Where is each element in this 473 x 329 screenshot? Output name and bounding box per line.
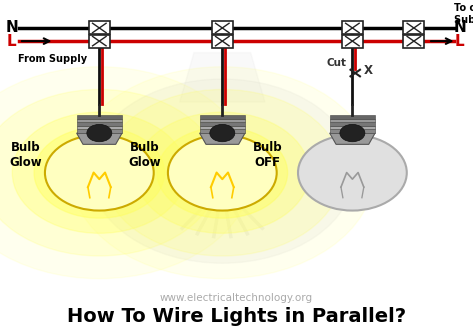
Bar <box>200 130 245 133</box>
Circle shape <box>157 127 288 218</box>
Bar <box>342 35 363 48</box>
Bar <box>212 35 233 48</box>
Circle shape <box>135 112 309 233</box>
Text: Bulb
Glow: Bulb Glow <box>128 140 160 169</box>
Text: To other
Sub Circuits: To other Sub Circuits <box>454 3 473 25</box>
Circle shape <box>70 67 375 279</box>
Bar <box>200 115 245 119</box>
Circle shape <box>0 67 252 279</box>
Text: L: L <box>455 34 464 49</box>
Bar <box>403 21 424 35</box>
Bar <box>77 126 122 130</box>
Bar <box>89 21 110 35</box>
Circle shape <box>87 124 112 142</box>
Text: L: L <box>7 34 17 49</box>
Bar <box>330 115 375 119</box>
Text: From Supply: From Supply <box>18 54 87 64</box>
Polygon shape <box>77 133 122 144</box>
Polygon shape <box>200 133 245 144</box>
Bar <box>330 130 375 133</box>
Circle shape <box>168 135 277 211</box>
Circle shape <box>340 124 365 142</box>
Bar <box>77 130 122 133</box>
Bar <box>330 122 375 126</box>
Circle shape <box>45 135 154 211</box>
Bar <box>342 21 363 35</box>
Circle shape <box>0 89 219 256</box>
Text: N: N <box>6 20 18 36</box>
Bar <box>200 119 245 122</box>
Circle shape <box>90 79 355 263</box>
Text: Cut: Cut <box>327 58 347 68</box>
Bar <box>77 115 122 119</box>
Bar <box>77 122 122 126</box>
Bar <box>212 21 233 35</box>
Bar <box>403 35 424 48</box>
Circle shape <box>103 89 342 256</box>
Bar <box>89 35 110 48</box>
Bar <box>200 126 245 130</box>
Polygon shape <box>330 133 375 144</box>
Circle shape <box>34 127 165 218</box>
Bar <box>200 122 245 126</box>
Text: X: X <box>364 64 373 77</box>
Text: Bulb
OFF: Bulb OFF <box>253 140 282 169</box>
Bar <box>330 126 375 130</box>
Bar <box>330 119 375 122</box>
Bar <box>77 119 122 122</box>
Polygon shape <box>180 53 265 102</box>
Text: www.electricaltechnology.org: www.electricaltechnology.org <box>160 293 313 303</box>
Circle shape <box>210 124 235 142</box>
Circle shape <box>12 112 186 233</box>
Text: How To Wire Lights in Parallel?: How To Wire Lights in Parallel? <box>67 307 406 326</box>
Text: Bulb
Glow: Bulb Glow <box>10 140 42 169</box>
Circle shape <box>298 135 407 211</box>
Text: N: N <box>454 20 466 36</box>
